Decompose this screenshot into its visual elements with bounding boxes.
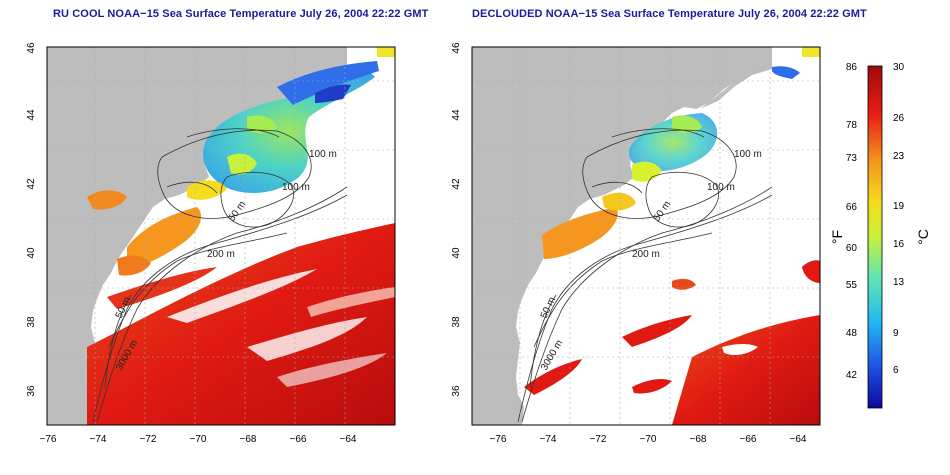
right-y-tick-label: 36 bbox=[451, 385, 462, 397]
right-map-frame bbox=[471, 46, 821, 426]
left-contour-label-4: 200 m bbox=[207, 249, 235, 260]
left-contour-label-1: 100 m bbox=[309, 149, 337, 160]
right-x-tick-label: −72 bbox=[590, 434, 607, 445]
right-x-axis: −76 −74 −72 −70 −68 −66 −64 bbox=[490, 434, 807, 445]
left-x-tick-label: −68 bbox=[240, 434, 257, 445]
left-offshore-sst bbox=[87, 223, 395, 425]
celsius-tick-label: 19 bbox=[893, 201, 905, 212]
right-offshore-sst bbox=[524, 260, 820, 425]
left-y-tick-label: 38 bbox=[26, 316, 37, 328]
left-x-tick-label: −72 bbox=[140, 434, 157, 445]
celsius-tick-label: 26 bbox=[893, 113, 905, 124]
left-y-tick-label: 40 bbox=[26, 247, 37, 259]
fahrenheit-tick-label: 55 bbox=[846, 280, 858, 291]
left-y-tick-label: 42 bbox=[26, 178, 37, 190]
left-x-axis: −76 −74 −72 −70 −68 −66 −64 bbox=[40, 434, 357, 445]
celsius-tick-label: 6 bbox=[893, 365, 899, 376]
right-y-tick-label: 44 bbox=[451, 109, 462, 121]
fahrenheit-tick-label: 78 bbox=[846, 120, 858, 131]
left-gulf-of-maine-sst bbox=[203, 47, 395, 193]
right-x-tick-label: −66 bbox=[740, 434, 757, 445]
left-shelf-sst bbox=[87, 180, 227, 276]
left-y-tick-label: 36 bbox=[26, 385, 37, 397]
fahrenheit-tick-label: 73 bbox=[846, 153, 858, 164]
right-y-tick-label: 42 bbox=[451, 178, 462, 190]
left-x-tick-label: −76 bbox=[40, 434, 57, 445]
right-x-tick-label: −64 bbox=[790, 434, 807, 445]
right-contour-label-4: 200 m bbox=[632, 249, 660, 260]
right-shelf-sst bbox=[542, 192, 696, 290]
celsius-tick-label: 30 bbox=[893, 62, 905, 73]
left-x-tick-label: −74 bbox=[90, 434, 107, 445]
left-y-tick-label: 44 bbox=[26, 109, 37, 121]
fahrenheit-tick-label: 42 bbox=[846, 370, 858, 381]
colorbar-gradient bbox=[867, 65, 883, 409]
colorbar: 86 78 73 66 60 55 48 42 30 26 23 19 16 1… bbox=[829, 62, 931, 409]
celsius-tick-label: 9 bbox=[893, 328, 899, 339]
right-y-tick-label: 40 bbox=[451, 247, 462, 259]
celsius-tick-label: 16 bbox=[893, 239, 905, 250]
right-panel-title: DECLOUDED NOAA−15 Sea Surface Temperatur… bbox=[472, 8, 867, 20]
colorbar-celsius-ticks: 30 26 23 19 16 13 9 6 bbox=[893, 62, 905, 376]
right-contour-label-2: 100 m bbox=[707, 182, 735, 193]
right-x-tick-label: −68 bbox=[690, 434, 707, 445]
right-y-tick-label: 38 bbox=[451, 316, 462, 328]
left-panel-title: RU COOL NOAA−15 Sea Surface Temperature … bbox=[53, 8, 429, 20]
left-y-tick-label: 46 bbox=[26, 42, 37, 54]
fahrenheit-tick-label: 60 bbox=[846, 243, 858, 254]
left-x-tick-label: −66 bbox=[290, 434, 307, 445]
right-y-tick-label: 46 bbox=[451, 42, 462, 54]
left-x-tick-label: −70 bbox=[190, 434, 207, 445]
right-map-panel: 100 m 100 m 50 m 200 m 50 m 3000 m bbox=[471, 46, 821, 426]
fahrenheit-tick-label: 66 bbox=[846, 202, 858, 213]
fahrenheit-axis-label: °F bbox=[829, 230, 845, 244]
left-x-tick-label: −64 bbox=[340, 434, 357, 445]
left-y-axis: 36 38 40 42 44 46 bbox=[26, 42, 37, 397]
left-map-panel: 100 m 100 m 50 m 200 m 50 m 3000 m bbox=[46, 46, 396, 426]
right-x-tick-label: −76 bbox=[490, 434, 507, 445]
colorbar-fahrenheit-ticks: 86 78 73 66 60 55 48 42 bbox=[846, 62, 858, 381]
fahrenheit-tick-label: 48 bbox=[846, 328, 858, 339]
celsius-tick-label: 23 bbox=[893, 151, 905, 162]
right-x-tick-label: −74 bbox=[540, 434, 557, 445]
left-map-frame bbox=[46, 46, 396, 426]
right-gulf-of-maine-sst bbox=[628, 47, 820, 182]
right-y-axis: 36 38 40 42 44 46 bbox=[451, 42, 462, 397]
fahrenheit-tick-label: 86 bbox=[846, 62, 858, 73]
celsius-tick-label: 13 bbox=[893, 277, 905, 288]
left-contour-label-2: 100 m bbox=[282, 182, 310, 193]
celsius-axis-label: °C bbox=[915, 229, 931, 245]
right-x-tick-label: −70 bbox=[640, 434, 657, 445]
right-contour-label-1: 100 m bbox=[734, 149, 762, 160]
